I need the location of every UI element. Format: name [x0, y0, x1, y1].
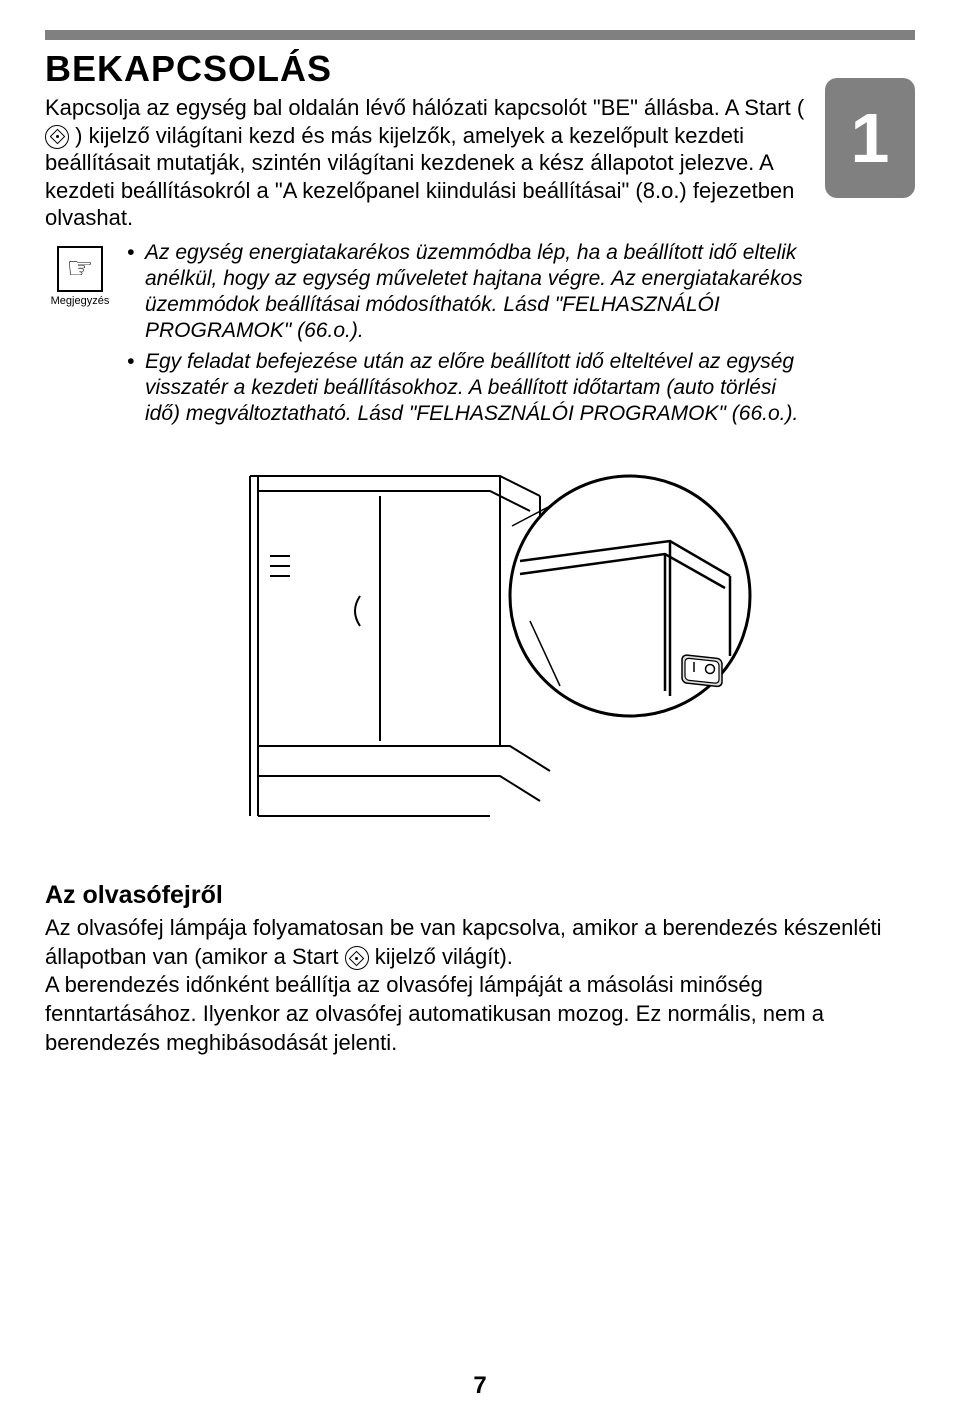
- note-text: Az egység energiatakarékos üzemmódba lép…: [127, 240, 805, 432]
- note-label: Megjegyzés: [51, 295, 110, 307]
- note-icon-container: ☞ Megjegyzés: [45, 246, 115, 307]
- intro-text-a: Kapcsolja az egység bal oldalán lévő hál…: [45, 95, 804, 120]
- scanner-head-heading: Az olvasófejről: [45, 881, 915, 910]
- chapter-number: 1: [851, 98, 890, 178]
- start-indicator-icon: [345, 946, 369, 970]
- intro-left-column: BEKAPCSOLÁS Kapcsolja az egység bal olda…: [45, 48, 825, 431]
- chapter-indicator: 1: [825, 78, 915, 198]
- intro-container: BEKAPCSOLÁS Kapcsolja az egység bal olda…: [45, 48, 915, 431]
- start-indicator-icon: [45, 125, 69, 149]
- note-hand-icon: ☞: [57, 246, 103, 292]
- scanner-head-p2: A berendezés időnként beállítja az olvas…: [45, 971, 915, 1057]
- page-number: 7: [0, 1372, 960, 1400]
- note-box: ☞ Megjegyzés Az egység energiatakarékos …: [45, 240, 805, 432]
- intro-paragraph: Kapcsolja az egység bal oldalán lévő hál…: [45, 94, 805, 232]
- scanner-text-b: kijelző világít).: [375, 944, 513, 969]
- page-title: BEKAPCSOLÁS: [45, 48, 805, 90]
- device-diagram: [200, 466, 760, 826]
- scanner-head-p1: Az olvasófej lámpája folyamatosan be van…: [45, 914, 915, 971]
- note-bullet-2: Egy feladat befejezése után az előre beá…: [127, 349, 805, 428]
- device-diagram-container: [45, 466, 915, 826]
- note-bullet-1: Az egység energiatakarékos üzemmódba lép…: [127, 240, 805, 345]
- header-bar: [45, 30, 915, 40]
- intro-text-b: ) kijelző világítani kezd és más kijelző…: [45, 123, 794, 231]
